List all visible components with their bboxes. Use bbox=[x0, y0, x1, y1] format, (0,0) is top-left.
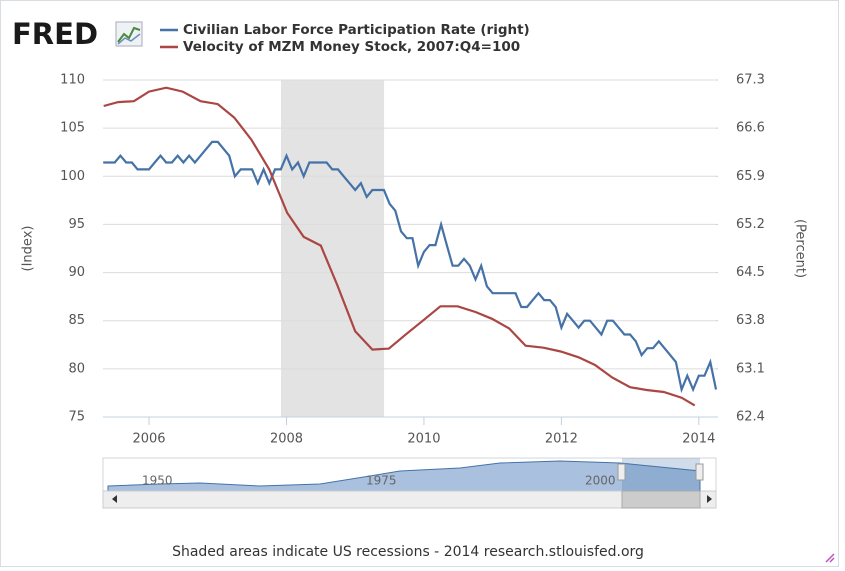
resize-handle[interactable] bbox=[825, 553, 835, 563]
y-axis-label: (Index) bbox=[21, 226, 36, 272]
navigator-label: 1975 bbox=[366, 474, 397, 488]
y-tick-label: 75 bbox=[68, 410, 85, 425]
x-tick-label: 2008 bbox=[270, 432, 303, 447]
y2-tick-label: 65.9 bbox=[736, 169, 765, 184]
navigator-label: 2000 bbox=[585, 474, 616, 488]
navigator-label: 1950 bbox=[142, 474, 173, 488]
y-tick-label: 100 bbox=[60, 169, 85, 184]
y2-tick-label: 62.4 bbox=[736, 410, 765, 425]
y2-tick-label: 64.5 bbox=[736, 265, 765, 280]
x-tick-label: 2014 bbox=[682, 432, 715, 447]
series-line bbox=[103, 86, 696, 407]
y-tick-label: 105 bbox=[60, 121, 85, 136]
footer-note: Shaded areas indicate US recessions - 20… bbox=[172, 544, 644, 560]
y-tick-label: 90 bbox=[68, 265, 85, 280]
navigator[interactable]: 1950 1975 2000 bbox=[102, 457, 717, 509]
y2-tick-label: 66.6 bbox=[736, 121, 765, 136]
recession-shade bbox=[280, 80, 385, 417]
y-tick-label: 95 bbox=[68, 217, 85, 232]
y2-tick-label: 67.3 bbox=[736, 73, 765, 88]
y-tick-label: 80 bbox=[68, 361, 85, 376]
series-line bbox=[103, 140, 718, 394]
logo: FRED bbox=[12, 17, 98, 51]
legend-label: Velocity of MZM Money Stock, 2007:Q4=100 bbox=[183, 39, 520, 55]
logo-icon bbox=[115, 21, 143, 47]
y-tick-label: 85 bbox=[68, 313, 85, 328]
y-tick-label: 110 bbox=[60, 73, 85, 88]
x-tick-label: 2006 bbox=[132, 432, 165, 447]
y2-tick-label: 63.1 bbox=[736, 361, 765, 376]
y2-axis-label: (Percent) bbox=[793, 219, 808, 278]
y2-tick-label: 63.8 bbox=[736, 313, 765, 328]
x-tick-label: 2012 bbox=[545, 432, 578, 447]
x-tick-label: 2010 bbox=[407, 432, 440, 447]
y2-tick-label: 65.2 bbox=[736, 217, 765, 232]
legend-label: Civilian Labor Force Participation Rate … bbox=[183, 22, 530, 38]
